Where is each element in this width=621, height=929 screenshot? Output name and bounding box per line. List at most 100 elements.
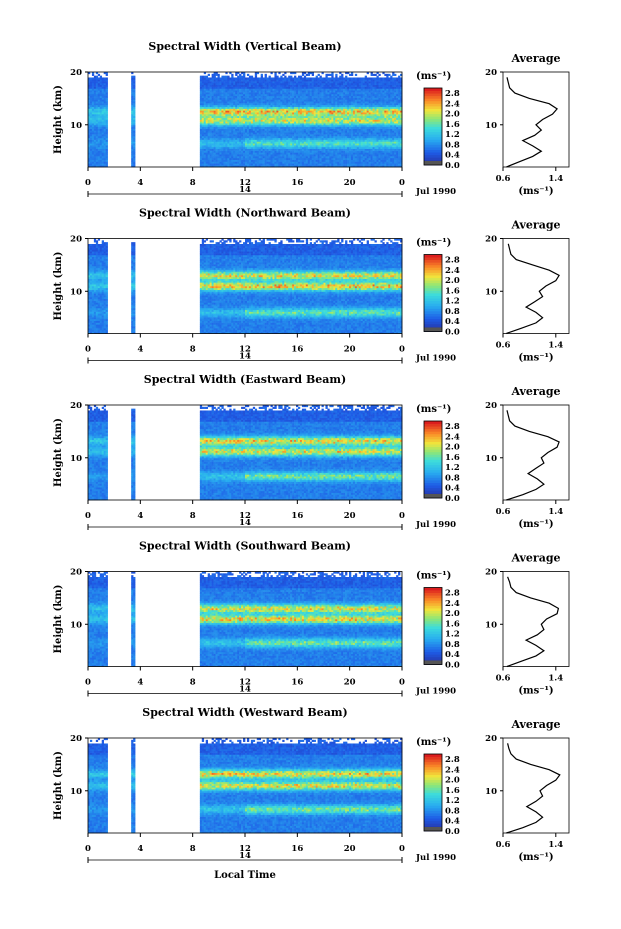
profile-frame bbox=[502, 737, 570, 834]
x-tick-label: 12 bbox=[239, 345, 251, 355]
profile-y-tick-label: 20 bbox=[485, 401, 497, 411]
y-tick-label: 20 bbox=[70, 401, 82, 411]
profile-x-tick-label: 1.4 bbox=[548, 674, 563, 684]
date-label: Jul 1990 bbox=[415, 687, 456, 697]
panel-title: Spectral Width (Westward Beam) bbox=[142, 706, 347, 719]
colorbar-tick-label: 2.0 bbox=[445, 609, 460, 619]
x-tick-label: 12 bbox=[239, 678, 251, 688]
x-tick-label: 16 bbox=[291, 178, 303, 188]
heatmap bbox=[88, 738, 403, 834]
date-label: Jul 1990 bbox=[415, 520, 456, 530]
colorbar-frame bbox=[423, 87, 443, 166]
colorbar-unit: (ms⁻¹) bbox=[416, 737, 451, 748]
date-day-label: 14 bbox=[239, 685, 251, 695]
profile-line bbox=[506, 243, 560, 335]
colorbar-tick-label: 0.0 bbox=[445, 661, 460, 671]
panel-title: Spectral Width (Vertical Beam) bbox=[148, 40, 341, 53]
colorbar-unit: (ms⁻¹) bbox=[416, 571, 451, 582]
colorbar-tick-label: 2.0 bbox=[445, 443, 460, 453]
profile-title: Average bbox=[510, 718, 560, 731]
profile-line bbox=[506, 576, 560, 668]
profile-y-tick-label: 10 bbox=[485, 121, 497, 131]
x-tick-label: 0 bbox=[85, 345, 91, 355]
x-tick-label: 16 bbox=[291, 345, 303, 355]
colorbar-tick-label: 0.8 bbox=[445, 307, 460, 317]
colorbar-tick-label: 2.0 bbox=[445, 110, 460, 120]
colorbar-tick-label: 2.8 bbox=[445, 422, 460, 432]
colorbar-tick-label: 1.6 bbox=[445, 619, 460, 629]
date-label: Jul 1990 bbox=[415, 187, 456, 197]
y-axis-label: Height (km) bbox=[53, 85, 64, 154]
panel-3: Spectral Width (Eastward Beam) 20 10 Height… bbox=[53, 373, 570, 530]
panel-title: Spectral Width (Southward Beam) bbox=[139, 540, 351, 553]
colorbar-tick-label: 1.2 bbox=[445, 630, 460, 640]
date-day-label: 14 bbox=[239, 352, 251, 362]
profile-y-tick-label: 10 bbox=[485, 620, 497, 630]
profile-x-tick-label: 0.6 bbox=[496, 341, 511, 351]
x-tick-label: 4 bbox=[137, 511, 143, 521]
x-tick-label: 16 bbox=[291, 844, 303, 854]
y-tick-label: 10 bbox=[70, 454, 82, 464]
x-tick-label: 20 bbox=[344, 178, 356, 188]
colorbar-tick-label: 0.4 bbox=[445, 151, 460, 161]
date-day-label: 14 bbox=[239, 518, 251, 528]
y-tick-label: 20 bbox=[70, 235, 82, 245]
y-tick-label: 20 bbox=[70, 568, 82, 578]
x-tick-label: 12 bbox=[239, 844, 251, 854]
colorbar-tick-label: 0.4 bbox=[445, 484, 460, 494]
colorbar-tick-label: 0.0 bbox=[445, 494, 460, 504]
colorbar-tick-label: 0.0 bbox=[445, 161, 460, 171]
date-label: Jul 1990 bbox=[415, 853, 456, 863]
profile-frame bbox=[502, 238, 570, 334]
x-tick-label: 0 bbox=[399, 511, 405, 521]
heatmap bbox=[88, 238, 403, 334]
colorbar-unit: (ms⁻¹) bbox=[416, 404, 451, 415]
colorbar-frame bbox=[423, 420, 443, 499]
colorbar-tick-label: 2.0 bbox=[445, 276, 460, 286]
profile-y-tick-label: 10 bbox=[485, 787, 497, 797]
y-tick-label: 20 bbox=[70, 734, 82, 744]
heatmap bbox=[88, 72, 403, 168]
profile-x-tick-label: 0.6 bbox=[496, 840, 511, 850]
panel-title: Spectral Width (Northward Beam) bbox=[139, 207, 351, 220]
profile-x-axis-label: (ms⁻¹) bbox=[518, 686, 553, 697]
profile-frame bbox=[502, 404, 570, 501]
profile-x-tick-label: 0.6 bbox=[496, 674, 511, 684]
panel-2: Spectral Width (Northward Beam) 20 10 Heigh… bbox=[53, 207, 570, 364]
colorbar-unit: (ms⁻¹) bbox=[416, 238, 451, 249]
colorbar-tick-label: 2.4 bbox=[445, 599, 460, 609]
profile-y-tick-label: 10 bbox=[485, 287, 497, 297]
x-tick-label: 12 bbox=[239, 511, 251, 521]
heatmap bbox=[88, 571, 403, 667]
colorbar-tick-label: 0.8 bbox=[445, 473, 460, 483]
profile-x-axis-label: (ms⁻¹) bbox=[518, 519, 553, 530]
date-day-label: 14 bbox=[239, 185, 251, 195]
colorbar-tick-label: 0.4 bbox=[445, 317, 460, 327]
profile-frame bbox=[502, 71, 570, 168]
profile-x-tick-label: 1.4 bbox=[548, 341, 563, 351]
colorbar-tick-label: 2.8 bbox=[445, 256, 460, 266]
x-tick-label: 0 bbox=[85, 844, 91, 854]
y-tick-label: 10 bbox=[70, 121, 82, 131]
x-tick-label: 8 bbox=[190, 678, 196, 688]
date-day-label: 14 bbox=[239, 851, 251, 861]
y-tick-label: 10 bbox=[70, 787, 82, 797]
date-label: Jul 1990 bbox=[415, 354, 456, 364]
x-tick-label: 0 bbox=[399, 844, 405, 854]
profile-y-tick-label: 20 bbox=[485, 235, 497, 245]
y-axis-label: Height (km) bbox=[53, 418, 64, 487]
colorbar-tick-label: 1.6 bbox=[445, 453, 460, 463]
x-tick-label: 0 bbox=[85, 678, 91, 688]
x-tick-label: 4 bbox=[137, 844, 143, 854]
colorbar-tick-label: 1.2 bbox=[445, 297, 460, 307]
colorbar-tick-label: 2.4 bbox=[445, 765, 460, 775]
y-axis-label: Height (km) bbox=[53, 751, 64, 820]
colorbar-tick-label: 2.4 bbox=[445, 266, 460, 276]
y-axis-label: Height (km) bbox=[53, 585, 64, 654]
colorbar bbox=[424, 421, 442, 499]
x-tick-label: 0 bbox=[399, 678, 405, 688]
profile-x-axis-label: (ms⁻¹) bbox=[518, 186, 553, 197]
profile-title: Average bbox=[510, 385, 560, 398]
profile-x-tick-label: 0.6 bbox=[496, 507, 511, 517]
